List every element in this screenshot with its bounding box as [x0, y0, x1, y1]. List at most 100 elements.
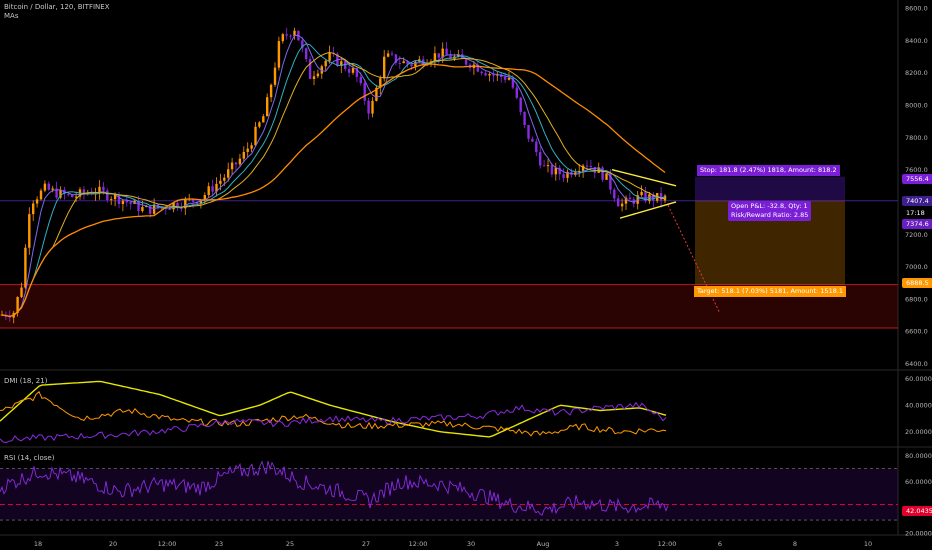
- time-tick-label: 23: [215, 540, 223, 548]
- candle-body: [246, 148, 249, 153]
- candle-body: [554, 167, 557, 175]
- candle-body: [250, 145, 253, 149]
- candle-body: [328, 52, 331, 61]
- candle-body: [617, 198, 620, 207]
- price-tick-label: 8600.0: [905, 5, 928, 13]
- candle-body: [106, 190, 109, 201]
- candle-body: [659, 193, 663, 201]
- candle-body: [324, 60, 327, 67]
- candle-body: [398, 62, 401, 64]
- grid: [0, 0, 932, 536]
- time-tick-label: 18: [34, 540, 42, 548]
- candle-body: [371, 100, 374, 114]
- candle-body: [464, 58, 468, 65]
- candle-body: [145, 206, 148, 208]
- candle-body: [527, 124, 530, 139]
- candle-body: [301, 40, 304, 49]
- candle-body: [230, 162, 234, 170]
- candle-body: [628, 197, 632, 200]
- candle-body: [441, 48, 444, 58]
- candle-body: [71, 194, 74, 198]
- symbol-title[interactable]: Bitcoin / Dollar, 120, BITFINEX: [4, 3, 110, 11]
- candle-body: [121, 200, 125, 204]
- price-tick-label: 7000.0: [905, 263, 928, 271]
- candle-body: [51, 188, 54, 190]
- moving-averages: [1, 34, 666, 317]
- candle-body: [47, 183, 50, 190]
- candle-body: [663, 195, 667, 201]
- dmi-line: [0, 380, 667, 438]
- time-tick-label: 25: [286, 540, 294, 548]
- candle-body: [152, 204, 156, 214]
- candle-body: [550, 165, 554, 175]
- candle-body: [355, 68, 359, 77]
- candle-body: [609, 173, 612, 190]
- candle-body: [488, 74, 491, 76]
- dmi-tick-label: 60.0000: [905, 375, 932, 383]
- candle-body: [117, 194, 121, 204]
- candle-body: [437, 53, 440, 58]
- risk-reward-text: Risk/Reward Ratio: 2.85: [731, 211, 809, 219]
- candle-body: [199, 200, 203, 205]
- time-tick-label: 30: [467, 540, 475, 548]
- target-label[interactable]: Target: 518.1 (7.03%) 5181, Amount: 1518…: [694, 286, 847, 297]
- candle-body: [195, 201, 199, 205]
- candle-body: [258, 122, 261, 127]
- candle-body: [102, 186, 105, 191]
- candle-body: [180, 208, 183, 210]
- time-tick-label: 12:00: [158, 540, 177, 548]
- moving-average-line: [1, 51, 666, 317]
- candle-body: [176, 203, 179, 209]
- candle-body: [585, 165, 589, 167]
- stop-label[interactable]: Stop: 181.8 (2.47%) 1818, Amount: 818.2: [697, 165, 840, 176]
- candle-body: [652, 194, 655, 201]
- candle-body: [149, 206, 152, 214]
- candle-body: [242, 152, 245, 159]
- candle-body: [262, 116, 265, 123]
- candle-body: [281, 34, 284, 42]
- open-pnl-text: Open P&L: -32.8, Qty: 1: [731, 202, 808, 210]
- rsi-pane-label[interactable]: RSI (14, close): [4, 454, 55, 462]
- dmi-pane-label[interactable]: DMI (18, 21): [4, 377, 48, 385]
- time-tick-label: 20: [109, 540, 117, 548]
- moving-average-line: [1, 34, 666, 317]
- candle-body: [305, 48, 308, 60]
- candle-body: [632, 199, 635, 204]
- candle-body: [184, 199, 187, 209]
- rsi-value-badge: 42.0435: [902, 506, 932, 516]
- dmi-line: [0, 390, 667, 437]
- price-tick-label: 8000.0: [905, 102, 928, 110]
- candle-body: [383, 56, 386, 79]
- candle-body: [515, 87, 518, 98]
- candle-body: [492, 74, 495, 76]
- rsi-pane: [0, 460, 898, 521]
- candle-body: [266, 97, 269, 117]
- candle-body: [20, 287, 23, 297]
- entry-price-badge: 7407.4: [902, 196, 932, 206]
- price-tick-label: 7200.0: [905, 231, 928, 239]
- dmi-line: [0, 401, 667, 444]
- moving-average-line: [1, 63, 666, 317]
- price-tick-label: 6800.0: [905, 295, 928, 303]
- candle-body: [433, 53, 437, 62]
- target-price-badge: 6888.5: [902, 278, 932, 288]
- candle-body: [238, 158, 242, 165]
- candle-body: [207, 186, 210, 196]
- candle-body: [277, 41, 281, 68]
- candle-body: [215, 183, 218, 192]
- candle-body: [43, 183, 47, 191]
- indicator-title[interactable]: MAs: [4, 12, 19, 20]
- candle-body: [574, 172, 577, 175]
- candle-body: [613, 189, 616, 199]
- candle-body: [539, 152, 542, 166]
- rsi-band: [0, 468, 898, 521]
- candle-body: [16, 296, 19, 313]
- price-tick-label: 8200.0: [905, 69, 928, 77]
- candle-body: [457, 54, 460, 57]
- pnl-label[interactable]: Open P&L: -32.8, Qty: 1 Risk/Reward Rati…: [728, 201, 812, 221]
- candle-body: [566, 171, 569, 178]
- candle-body: [542, 165, 546, 167]
- price-tick-label: 8400.0: [905, 37, 928, 45]
- chart-header: Bitcoin / Dollar, 120, BITFINEX MAs: [4, 3, 110, 21]
